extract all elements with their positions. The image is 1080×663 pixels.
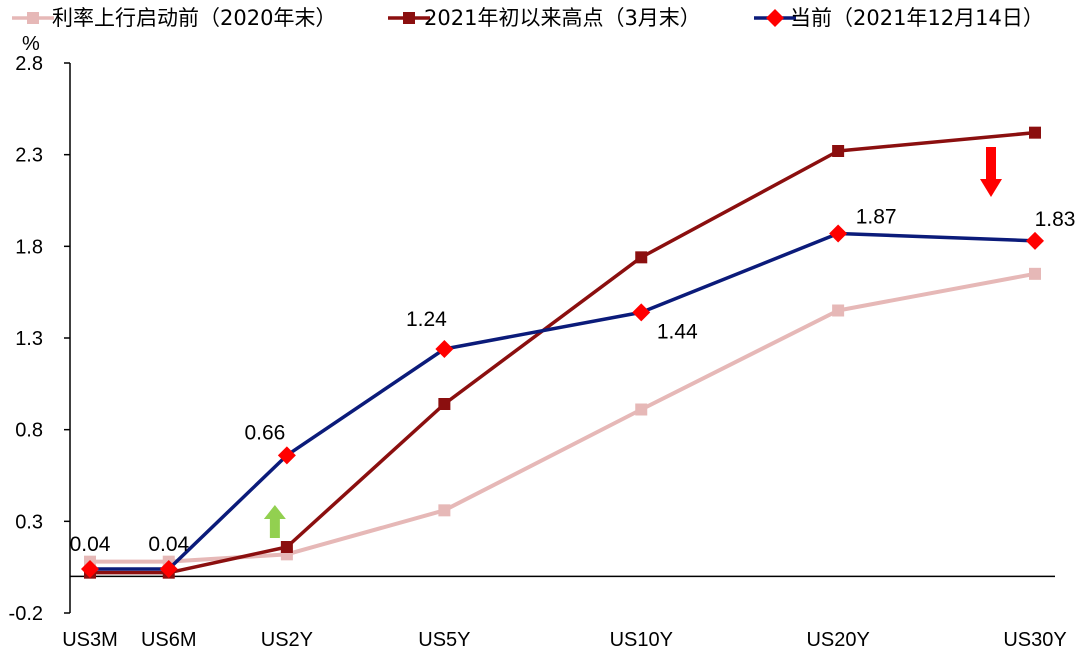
legend-label: 当前（2021年12月14日） xyxy=(790,6,1044,30)
y-tick-label: 2.8 xyxy=(15,53,43,75)
series-2-point xyxy=(438,398,451,410)
x-tick-label: US2Y xyxy=(261,629,313,651)
y-tick-label: 0.3 xyxy=(15,511,43,533)
series xyxy=(81,126,1044,579)
x-tick-label: US3M xyxy=(62,629,118,651)
series-2-point xyxy=(832,145,845,157)
y-axis-unit: % xyxy=(22,33,40,55)
legend-item-3: 当前（2021年12月14日） xyxy=(754,6,1044,30)
legend-marker xyxy=(27,12,39,24)
legend-label: 利率上行启动前（2020年末） xyxy=(52,6,336,30)
x-tick-label: US30Y xyxy=(1003,629,1066,651)
x-tick-labels: US3M US6M US2Y US5Y US10Y US20Y US30Y xyxy=(62,629,1066,651)
legend-marker xyxy=(766,9,784,27)
data-labels: 0.04 0.04 0.66 1.24 1.44 1.87 1.83 xyxy=(70,206,1076,557)
data-label: 1.24 xyxy=(406,308,447,331)
axes xyxy=(64,62,1055,614)
y-tick-label: 1.8 xyxy=(15,236,43,258)
series-3-point xyxy=(159,560,178,578)
x-tick-label: US20Y xyxy=(806,629,869,651)
legend-label: 2021年初以来高点（3月末） xyxy=(424,6,701,30)
series-1-point xyxy=(438,504,451,517)
series-2-point xyxy=(280,541,293,553)
y-tick-label: 0.8 xyxy=(15,420,43,442)
series-1-point xyxy=(635,403,648,416)
legend-item-1: 利率上行启动前（2020年末） xyxy=(12,6,336,30)
y-tick-labels: 2.8 2.3 1.8 1.3 0.8 0.3 -0.2 xyxy=(9,53,43,625)
increase-arrow-icon xyxy=(263,505,286,538)
series-3-point xyxy=(829,224,848,243)
x-tick-label: US10Y xyxy=(610,629,673,651)
decrease-arrow-icon xyxy=(980,147,1002,197)
series-3-line xyxy=(90,231,1036,571)
legend: 利率上行启动前（2020年末） 2021年初以来高点（3月末） 当前（2021年12… xyxy=(12,6,1044,30)
series-1-point xyxy=(1029,267,1041,280)
legend-item-2: 2021年初以来高点（3月末） xyxy=(388,6,701,30)
annotations xyxy=(263,147,1002,538)
series-3-point xyxy=(1026,231,1044,250)
data-label: 1.87 xyxy=(856,206,897,229)
series-3-point xyxy=(277,446,296,465)
x-tick-label: US5Y xyxy=(418,629,470,651)
series-3 xyxy=(81,224,1044,578)
data-label: 1.44 xyxy=(657,320,698,343)
legend-marker xyxy=(403,12,415,24)
y-tick-label: -0.2 xyxy=(9,603,43,625)
series-1 xyxy=(84,267,1041,568)
data-label: 1.83 xyxy=(1035,208,1076,231)
series-3-point xyxy=(435,340,454,358)
x-tick-label: US6M xyxy=(141,629,197,651)
y-tick-label: 2.3 xyxy=(15,145,43,167)
series-3-point xyxy=(632,303,651,322)
data-label: 0.04 xyxy=(148,533,189,556)
y-tick-label: 1.3 xyxy=(15,328,43,350)
data-label: 0.04 xyxy=(70,533,111,556)
data-label: 0.66 xyxy=(244,421,285,444)
series-2-point xyxy=(635,251,648,264)
series-2-point xyxy=(1029,126,1041,139)
series-3-point xyxy=(81,560,99,578)
series-1-point xyxy=(832,304,845,317)
